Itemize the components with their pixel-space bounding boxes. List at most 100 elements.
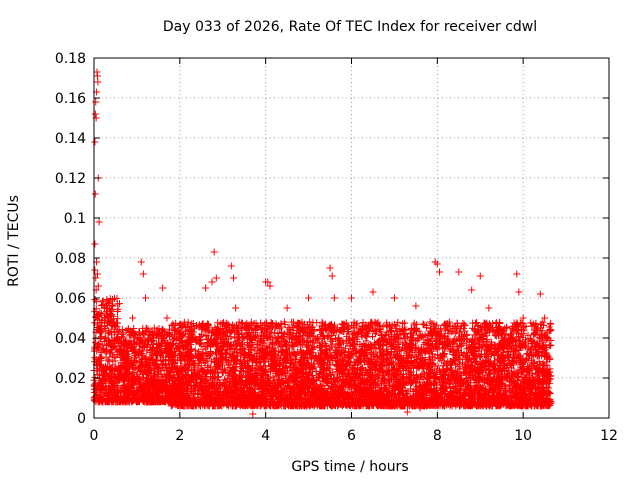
data-point	[109, 398, 117, 406]
data-point	[94, 310, 102, 318]
data-point	[102, 390, 110, 398]
data-point	[130, 359, 138, 367]
data-point	[131, 375, 139, 383]
data-point	[146, 346, 154, 354]
data-point	[102, 353, 110, 361]
data-point	[94, 371, 102, 379]
data-point	[160, 327, 168, 335]
data-point	[148, 396, 156, 404]
data-point	[119, 381, 127, 389]
data-point	[136, 348, 144, 356]
data-point	[153, 363, 161, 371]
data-point	[132, 389, 140, 397]
data-point	[149, 378, 157, 386]
data-point	[103, 296, 111, 304]
data-point	[142, 324, 150, 332]
data-point	[118, 326, 126, 334]
data-point	[159, 397, 167, 405]
data-point	[145, 369, 153, 377]
data-point	[115, 300, 123, 308]
data-point	[108, 318, 116, 326]
data-point	[129, 344, 137, 352]
data-point	[120, 359, 128, 367]
data-point	[138, 338, 146, 346]
data-point	[92, 313, 100, 321]
data-point	[127, 356, 135, 364]
data-point	[98, 385, 106, 393]
data-point	[100, 338, 108, 346]
data-point	[97, 319, 105, 327]
data-point	[91, 295, 99, 303]
data-point	[161, 345, 169, 353]
data-point	[101, 334, 109, 342]
data-point	[91, 389, 99, 397]
data-point	[122, 383, 130, 391]
data-point	[219, 336, 227, 344]
data-point	[157, 367, 165, 375]
data-point	[113, 308, 121, 316]
data-point	[148, 338, 156, 346]
data-point	[145, 388, 153, 396]
data-point	[124, 370, 132, 378]
data-point	[150, 324, 158, 332]
data-point	[383, 319, 391, 327]
data-point	[114, 319, 122, 327]
data-point	[128, 328, 136, 336]
data-point	[103, 319, 111, 327]
data-point	[110, 373, 118, 381]
data-point	[136, 358, 144, 366]
data-point	[109, 344, 117, 352]
data-point	[153, 394, 161, 402]
data-point	[93, 326, 101, 334]
chart-title: Day 033 of 2026, Rate Of TEC Index for r…	[163, 19, 537, 35]
data-point	[98, 298, 106, 306]
data-point	[152, 347, 160, 355]
data-point	[119, 355, 127, 363]
data-point	[155, 396, 163, 404]
data-point	[161, 380, 169, 388]
data-point	[419, 320, 427, 328]
data-point	[143, 361, 151, 369]
data-point	[139, 343, 147, 351]
data-point	[105, 365, 113, 373]
data-point	[136, 376, 144, 384]
data-point	[156, 343, 164, 351]
data-point	[147, 398, 155, 406]
data-point	[102, 364, 110, 372]
data-point	[153, 357, 161, 365]
data-point	[127, 337, 135, 345]
data-point	[128, 384, 136, 392]
data-point	[91, 379, 99, 387]
data-point	[524, 349, 532, 357]
data-point	[160, 385, 168, 393]
data-point	[116, 363, 124, 371]
data-point	[147, 353, 155, 361]
data-point	[473, 319, 481, 327]
data-point	[129, 327, 137, 335]
data-point	[106, 366, 114, 374]
data-point	[112, 390, 120, 398]
data-point	[97, 328, 105, 336]
data-point	[127, 388, 135, 396]
data-point	[166, 348, 174, 356]
data-point	[120, 346, 128, 354]
data-point	[149, 390, 157, 398]
data-point	[137, 362, 145, 370]
data-point	[134, 388, 142, 396]
data-point	[105, 304, 113, 312]
data-point	[141, 381, 149, 389]
data-point	[113, 294, 121, 302]
data-point	[155, 371, 163, 379]
data-point	[135, 373, 143, 381]
data-point	[153, 340, 161, 348]
data-point	[184, 318, 192, 326]
data-point	[139, 344, 147, 352]
data-point	[158, 350, 166, 358]
data-point	[120, 392, 128, 400]
data-point	[124, 326, 132, 334]
data-point	[109, 377, 117, 385]
data-point	[94, 383, 102, 391]
data-point	[136, 340, 144, 348]
data-point	[102, 383, 110, 391]
data-point	[117, 388, 125, 396]
